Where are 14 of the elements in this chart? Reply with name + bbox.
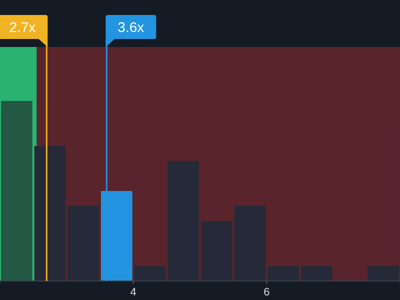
bar — [268, 266, 299, 281]
ref-line-label: 2.7x — [9, 19, 36, 35]
bar — [134, 266, 166, 281]
flag-label: 2.7x — [0, 15, 48, 47]
bar — [301, 266, 332, 281]
bar — [201, 221, 232, 281]
bar — [168, 160, 199, 281]
bar — [68, 206, 99, 281]
bar — [368, 266, 399, 281]
flag-label: 3.6x — [106, 15, 156, 47]
x-tick-label: 6 — [264, 286, 270, 298]
x-tick-label: 4 — [130, 286, 136, 298]
bar — [234, 206, 266, 281]
ref-line-label: 3.6x — [118, 19, 144, 35]
